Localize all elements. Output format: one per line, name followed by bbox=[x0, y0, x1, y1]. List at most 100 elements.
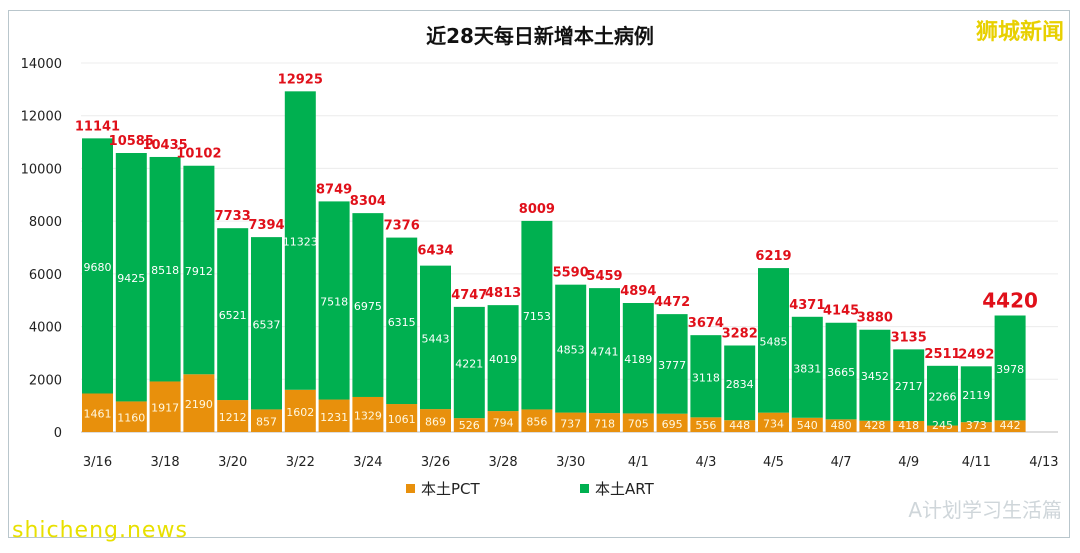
data-label-pct: 540 bbox=[797, 419, 818, 432]
data-label-art: 4741 bbox=[591, 346, 619, 359]
y-tick-label: 2000 bbox=[29, 373, 62, 388]
data-label-total: 10102 bbox=[176, 147, 221, 162]
data-label-total: 3880 bbox=[857, 311, 893, 326]
bar-art bbox=[791, 316, 823, 418]
bar-pct bbox=[487, 411, 519, 432]
x-tick-label: 4/11 bbox=[962, 455, 991, 470]
data-label-pct: 442 bbox=[1000, 419, 1021, 432]
bar-pct bbox=[791, 417, 823, 432]
bar-pct bbox=[149, 381, 181, 432]
bar-pct bbox=[453, 418, 485, 432]
legend-label-art: 本土ART bbox=[595, 480, 654, 498]
data-label-pct: 1212 bbox=[219, 411, 247, 424]
bar-pct bbox=[825, 419, 857, 432]
data-label-art: 11323 bbox=[283, 236, 318, 249]
data-label-art: 4221 bbox=[455, 358, 483, 371]
data-label-total: 4747 bbox=[451, 288, 487, 303]
bar-art bbox=[555, 284, 587, 413]
data-label-pct: 705 bbox=[628, 418, 649, 431]
data-label-total: 7733 bbox=[215, 209, 251, 224]
data-label-total: 7376 bbox=[384, 219, 420, 234]
data-label-total: 4145 bbox=[823, 304, 859, 319]
bar-pct bbox=[217, 400, 249, 432]
bar-art bbox=[825, 322, 857, 420]
data-label-pct: 1602 bbox=[286, 406, 314, 419]
brand-watermark: 狮城新闻 bbox=[975, 20, 1064, 45]
bar-art bbox=[656, 314, 688, 414]
y-tick-label: 10000 bbox=[21, 162, 62, 177]
data-label-total: 10585 bbox=[109, 134, 154, 149]
legend-label-pct: 本土PCT bbox=[421, 480, 480, 498]
bar-pct bbox=[622, 413, 654, 432]
data-label-art: 3777 bbox=[658, 359, 686, 372]
x-tick-label: 4/5 bbox=[763, 455, 784, 470]
bar-art bbox=[284, 91, 316, 390]
x-tick-label: 3/30 bbox=[556, 455, 585, 470]
data-label-pct: 1160 bbox=[117, 412, 145, 425]
data-label-art: 3118 bbox=[692, 371, 720, 384]
bar-art bbox=[758, 268, 789, 413]
data-label-art: 9425 bbox=[117, 272, 145, 285]
data-label-pct: 448 bbox=[729, 419, 750, 432]
data-label-art: 8518 bbox=[151, 264, 179, 277]
data-label-total: 4894 bbox=[620, 284, 656, 299]
data-label-art: 6975 bbox=[354, 300, 382, 313]
bar-art bbox=[217, 228, 249, 401]
bar-art bbox=[589, 288, 620, 414]
data-label-art: 2119 bbox=[962, 389, 990, 402]
data-label-total: 2511 bbox=[924, 347, 960, 362]
data-label-pct: 1917 bbox=[151, 402, 179, 415]
data-label-art: 4853 bbox=[557, 344, 585, 357]
bar-pct bbox=[758, 412, 789, 432]
data-label-art: 3665 bbox=[827, 366, 855, 379]
bar-art bbox=[115, 153, 147, 402]
data-label-total: 4813 bbox=[485, 286, 521, 301]
bar-pct bbox=[386, 404, 418, 432]
bar-pct bbox=[183, 374, 215, 432]
x-tick-label: 4/13 bbox=[1029, 455, 1058, 470]
data-label-art: 6521 bbox=[219, 309, 247, 322]
data-label-pct: 1231 bbox=[320, 411, 348, 424]
x-tick-label: 3/18 bbox=[150, 455, 179, 470]
bar-art bbox=[994, 315, 1026, 421]
bar-art bbox=[690, 335, 722, 418]
data-label-art: 4019 bbox=[489, 353, 517, 366]
legend-swatch-pct bbox=[406, 484, 415, 493]
data-label-total: 4472 bbox=[654, 295, 690, 310]
legend-item-art: 本土ART bbox=[580, 478, 654, 499]
data-label-total: 5590 bbox=[553, 266, 589, 281]
bar-pct bbox=[927, 425, 958, 432]
bar-pct bbox=[115, 401, 147, 432]
x-tick-label: 4/1 bbox=[628, 455, 649, 470]
data-label-total: 11141 bbox=[75, 119, 120, 134]
data-label-art: 4189 bbox=[624, 353, 652, 366]
bar-art bbox=[453, 306, 485, 419]
data-label-total: 8304 bbox=[350, 194, 386, 209]
bar-art bbox=[859, 329, 891, 421]
bar-pct bbox=[420, 409, 451, 432]
y-tick-label: 4000 bbox=[29, 321, 62, 336]
x-tick-label: 3/26 bbox=[421, 455, 450, 470]
data-label-art: 5485 bbox=[760, 335, 788, 348]
bar-art bbox=[521, 220, 553, 410]
data-label-total: 8749 bbox=[316, 182, 352, 197]
bar-art bbox=[82, 138, 113, 394]
x-tick-label: 3/20 bbox=[218, 455, 247, 470]
data-label-pct: 526 bbox=[459, 419, 480, 432]
x-tick-label: 3/24 bbox=[353, 455, 382, 470]
data-label-pct: 857 bbox=[256, 416, 277, 429]
data-label-pct: 556 bbox=[695, 419, 716, 432]
data-label-pct: 428 bbox=[864, 419, 885, 432]
y-tick-label: 14000 bbox=[21, 57, 62, 72]
bar-art bbox=[386, 237, 418, 405]
x-tick-label: 3/28 bbox=[488, 455, 517, 470]
data-label-art: 7153 bbox=[523, 310, 551, 323]
bar-art bbox=[352, 213, 384, 397]
data-label-art: 7912 bbox=[185, 265, 213, 278]
data-label-art: 3831 bbox=[793, 362, 821, 375]
data-label-pct: 869 bbox=[425, 416, 446, 429]
wechat-watermark: A计划学习生活篇 bbox=[908, 498, 1062, 522]
data-label-total: 6434 bbox=[417, 243, 453, 258]
y-tick-label: 12000 bbox=[21, 110, 62, 125]
data-label-total: 5459 bbox=[586, 269, 622, 284]
